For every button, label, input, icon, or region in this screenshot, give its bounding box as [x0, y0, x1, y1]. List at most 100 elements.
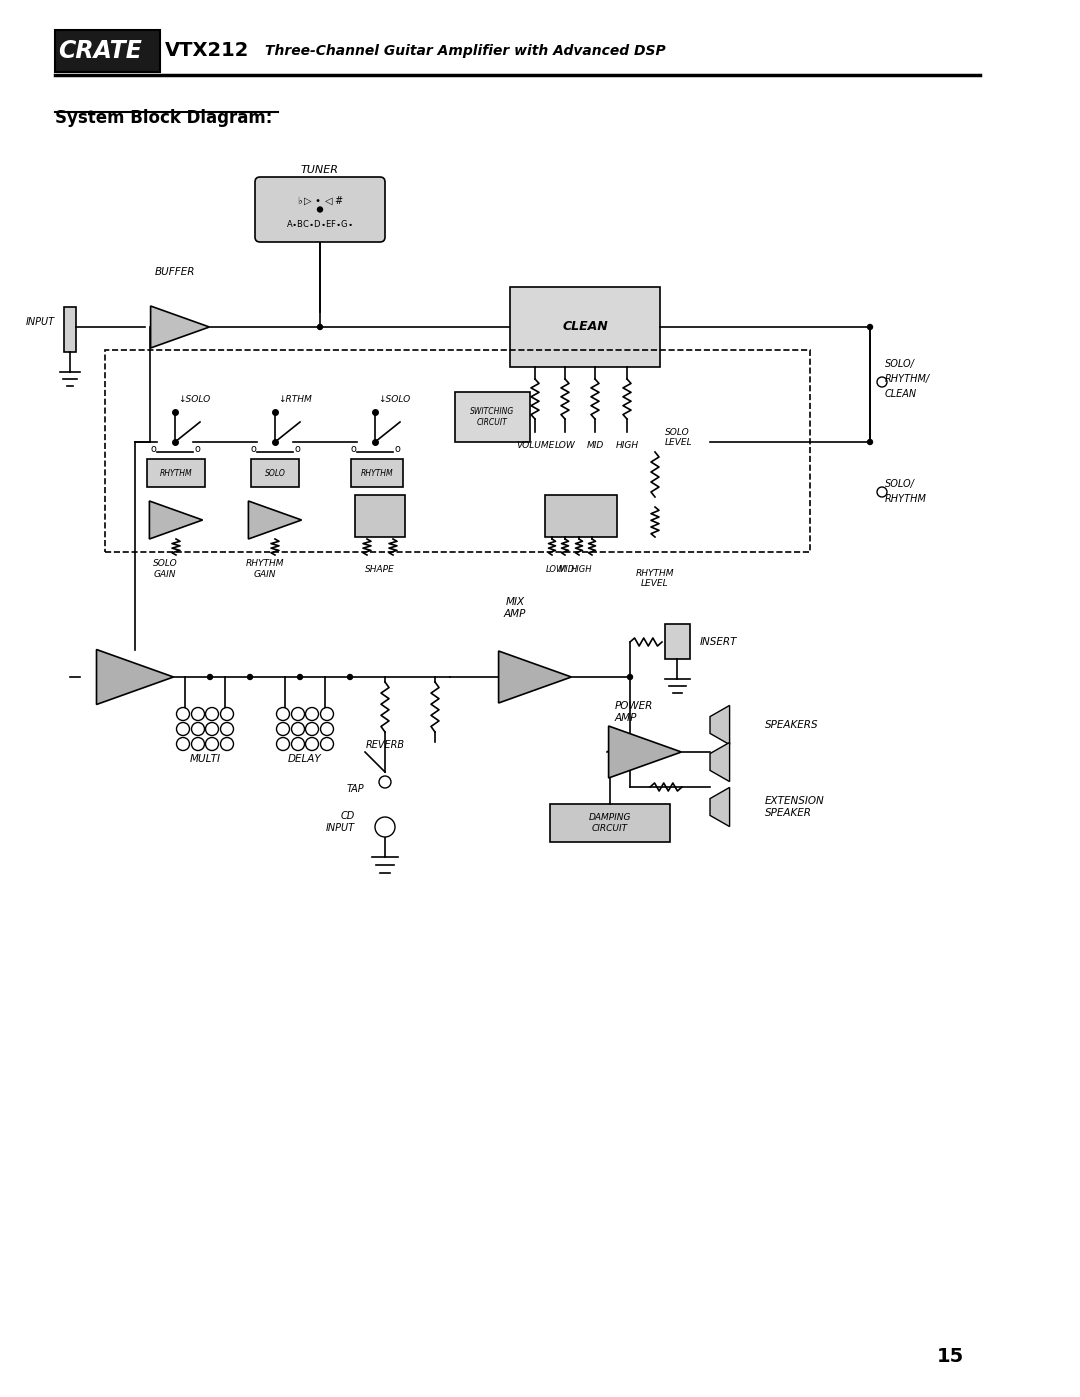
- Text: MIX
AMP: MIX AMP: [503, 598, 526, 619]
- FancyBboxPatch shape: [455, 393, 530, 441]
- Text: LOW: LOW: [545, 564, 565, 574]
- FancyBboxPatch shape: [351, 460, 403, 488]
- Circle shape: [191, 722, 204, 735]
- Text: o: o: [194, 444, 200, 454]
- Text: ↓SOLO: ↓SOLO: [178, 395, 211, 404]
- Text: o: o: [350, 444, 356, 454]
- Text: RHYTHM: RHYTHM: [885, 495, 927, 504]
- FancyBboxPatch shape: [147, 460, 205, 488]
- Circle shape: [627, 675, 633, 679]
- Text: A$\bullet$BC$\bullet$D$\bullet$EF$\bullet$G$\bullet$: A$\bullet$BC$\bullet$D$\bullet$EF$\bulle…: [286, 218, 353, 229]
- Text: REVERB: REVERB: [365, 740, 405, 750]
- Text: SPEAKERS: SPEAKERS: [765, 719, 819, 731]
- Text: o: o: [294, 444, 300, 454]
- Circle shape: [292, 738, 305, 750]
- FancyBboxPatch shape: [550, 805, 670, 842]
- Text: SWITCHING
CIRCUIT: SWITCHING CIRCUIT: [471, 408, 515, 426]
- Circle shape: [877, 377, 887, 387]
- Polygon shape: [150, 306, 210, 348]
- Text: LOW: LOW: [555, 440, 576, 450]
- Text: TUNER: TUNER: [301, 165, 339, 175]
- Text: o: o: [394, 444, 400, 454]
- Circle shape: [247, 675, 253, 679]
- Circle shape: [318, 324, 323, 330]
- Polygon shape: [710, 788, 730, 827]
- Circle shape: [220, 722, 233, 735]
- Text: SOLO/: SOLO/: [885, 479, 915, 489]
- Circle shape: [176, 707, 189, 721]
- Circle shape: [379, 775, 391, 788]
- Text: ↓RTHM: ↓RTHM: [278, 395, 312, 404]
- Text: o: o: [251, 444, 256, 454]
- Circle shape: [276, 738, 289, 750]
- Polygon shape: [710, 742, 730, 781]
- Text: POWER
AMP: POWER AMP: [615, 701, 653, 722]
- FancyBboxPatch shape: [355, 495, 405, 536]
- Text: HIGH: HIGH: [616, 440, 638, 450]
- Polygon shape: [248, 502, 301, 539]
- Text: SOLO
LEVEL: SOLO LEVEL: [665, 427, 692, 447]
- Polygon shape: [96, 650, 174, 704]
- Circle shape: [877, 488, 887, 497]
- Circle shape: [191, 738, 204, 750]
- Text: RHYTHM: RHYTHM: [361, 468, 393, 478]
- Text: DELAY: DELAY: [288, 754, 322, 764]
- Circle shape: [276, 722, 289, 735]
- FancyBboxPatch shape: [251, 460, 299, 488]
- FancyBboxPatch shape: [545, 495, 617, 536]
- Circle shape: [205, 707, 218, 721]
- Text: SOLO/: SOLO/: [885, 359, 915, 369]
- Text: RHYTHM
GAIN: RHYTHM GAIN: [246, 559, 284, 578]
- Circle shape: [306, 738, 319, 750]
- Circle shape: [321, 707, 334, 721]
- Text: RHYTHM
LEVEL: RHYTHM LEVEL: [636, 569, 674, 588]
- Text: SOLO
GAIN: SOLO GAIN: [152, 559, 177, 578]
- Circle shape: [220, 738, 233, 750]
- Circle shape: [375, 817, 395, 837]
- Text: DAMPING
CIRCUIT: DAMPING CIRCUIT: [589, 813, 631, 833]
- Text: INPUT: INPUT: [26, 317, 55, 327]
- Circle shape: [321, 738, 334, 750]
- FancyBboxPatch shape: [510, 286, 660, 367]
- Circle shape: [867, 440, 873, 444]
- Circle shape: [321, 722, 334, 735]
- Text: MULTI: MULTI: [189, 754, 220, 764]
- Text: HIGH: HIGH: [571, 564, 593, 574]
- Text: RHYTHM/: RHYTHM/: [885, 374, 930, 384]
- Text: VTX212: VTX212: [165, 42, 249, 60]
- FancyBboxPatch shape: [665, 624, 690, 659]
- Text: INSERT: INSERT: [700, 637, 738, 647]
- Text: ↓SOLO: ↓SOLO: [378, 395, 410, 404]
- Polygon shape: [609, 726, 681, 778]
- Text: 15: 15: [936, 1348, 963, 1366]
- Text: SHAPE: SHAPE: [365, 564, 395, 574]
- Circle shape: [207, 675, 213, 679]
- Text: SOLO: SOLO: [265, 468, 285, 478]
- Text: System Block Diagram:: System Block Diagram:: [55, 109, 272, 127]
- Text: CD
INPUT: CD INPUT: [326, 812, 355, 833]
- Text: TAP: TAP: [347, 784, 364, 793]
- Text: CLEAN: CLEAN: [562, 320, 608, 334]
- Text: Three-Channel Guitar Amplifier with Advanced DSP: Three-Channel Guitar Amplifier with Adva…: [265, 43, 665, 59]
- Circle shape: [292, 707, 305, 721]
- Polygon shape: [710, 705, 730, 745]
- Polygon shape: [149, 502, 203, 539]
- Circle shape: [205, 722, 218, 735]
- Circle shape: [176, 722, 189, 735]
- Circle shape: [276, 707, 289, 721]
- Text: EXTENSION
SPEAKER: EXTENSION SPEAKER: [765, 796, 825, 817]
- Circle shape: [297, 675, 302, 679]
- Circle shape: [867, 324, 873, 330]
- Circle shape: [176, 738, 189, 750]
- Circle shape: [348, 675, 352, 679]
- Text: CRATE: CRATE: [58, 39, 141, 63]
- Text: $\flat\triangleright\bullet\triangleleft$#: $\flat\triangleright\bullet\triangleleft…: [297, 196, 343, 208]
- FancyBboxPatch shape: [255, 177, 384, 242]
- Circle shape: [292, 722, 305, 735]
- Text: MID: MID: [558, 564, 576, 574]
- Circle shape: [306, 722, 319, 735]
- Circle shape: [191, 707, 204, 721]
- Text: BUFFER: BUFFER: [154, 267, 195, 277]
- Text: VOLUME: VOLUME: [516, 440, 554, 450]
- Text: RHYTHM: RHYTHM: [160, 468, 192, 478]
